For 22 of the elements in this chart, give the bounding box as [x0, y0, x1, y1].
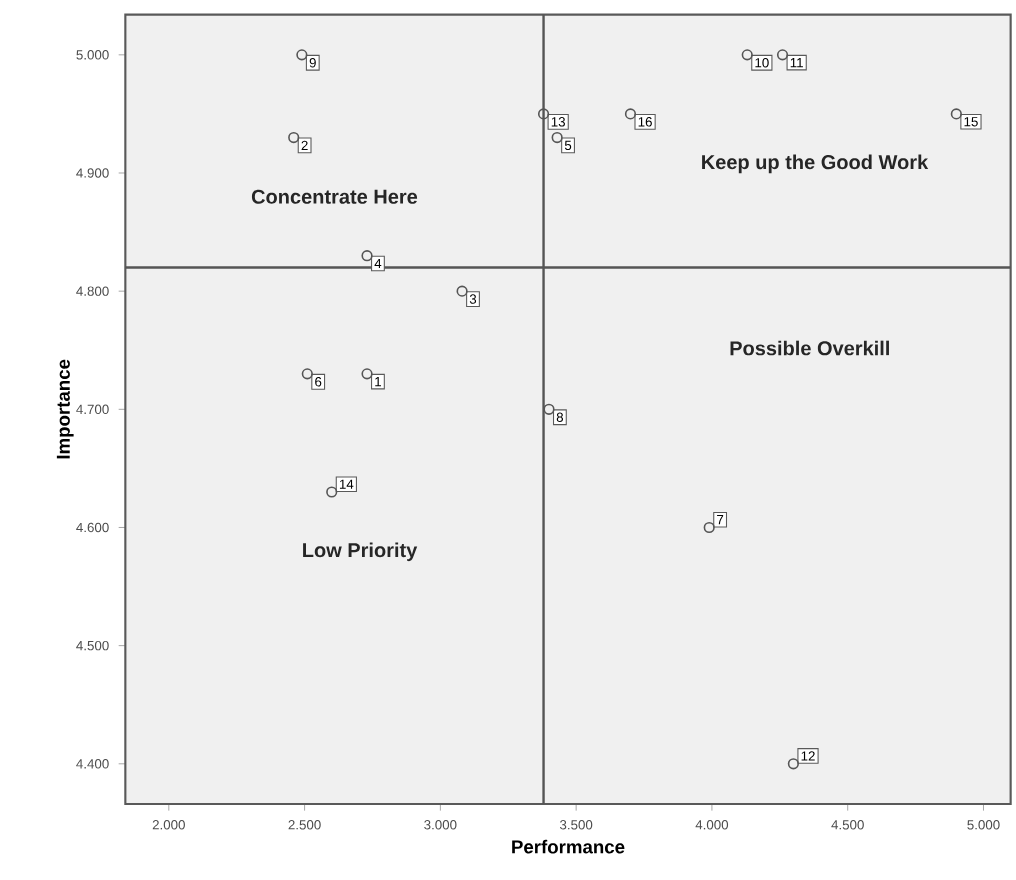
point [537, 108, 550, 120]
point [301, 368, 313, 380]
point [543, 403, 555, 415]
annotation: Concentrate Here [251, 189, 418, 204]
point [326, 486, 338, 498]
annotation: Keep up the Good Work [702, 154, 929, 174]
point [787, 758, 799, 770]
point [288, 131, 300, 144]
point [361, 368, 373, 380]
annotation: Low Priority [303, 542, 418, 562]
point [741, 49, 753, 61]
point [624, 108, 637, 120]
point [456, 285, 468, 297]
annotation: Possible Overkill [730, 340, 889, 356]
point [361, 250, 373, 262]
y-axis-title: Importance [56, 359, 74, 459]
point [950, 108, 962, 120]
point [551, 131, 563, 144]
point [296, 49, 308, 61]
point [776, 49, 789, 61]
x-axis-title: Performance [512, 839, 625, 854]
point [703, 521, 715, 534]
